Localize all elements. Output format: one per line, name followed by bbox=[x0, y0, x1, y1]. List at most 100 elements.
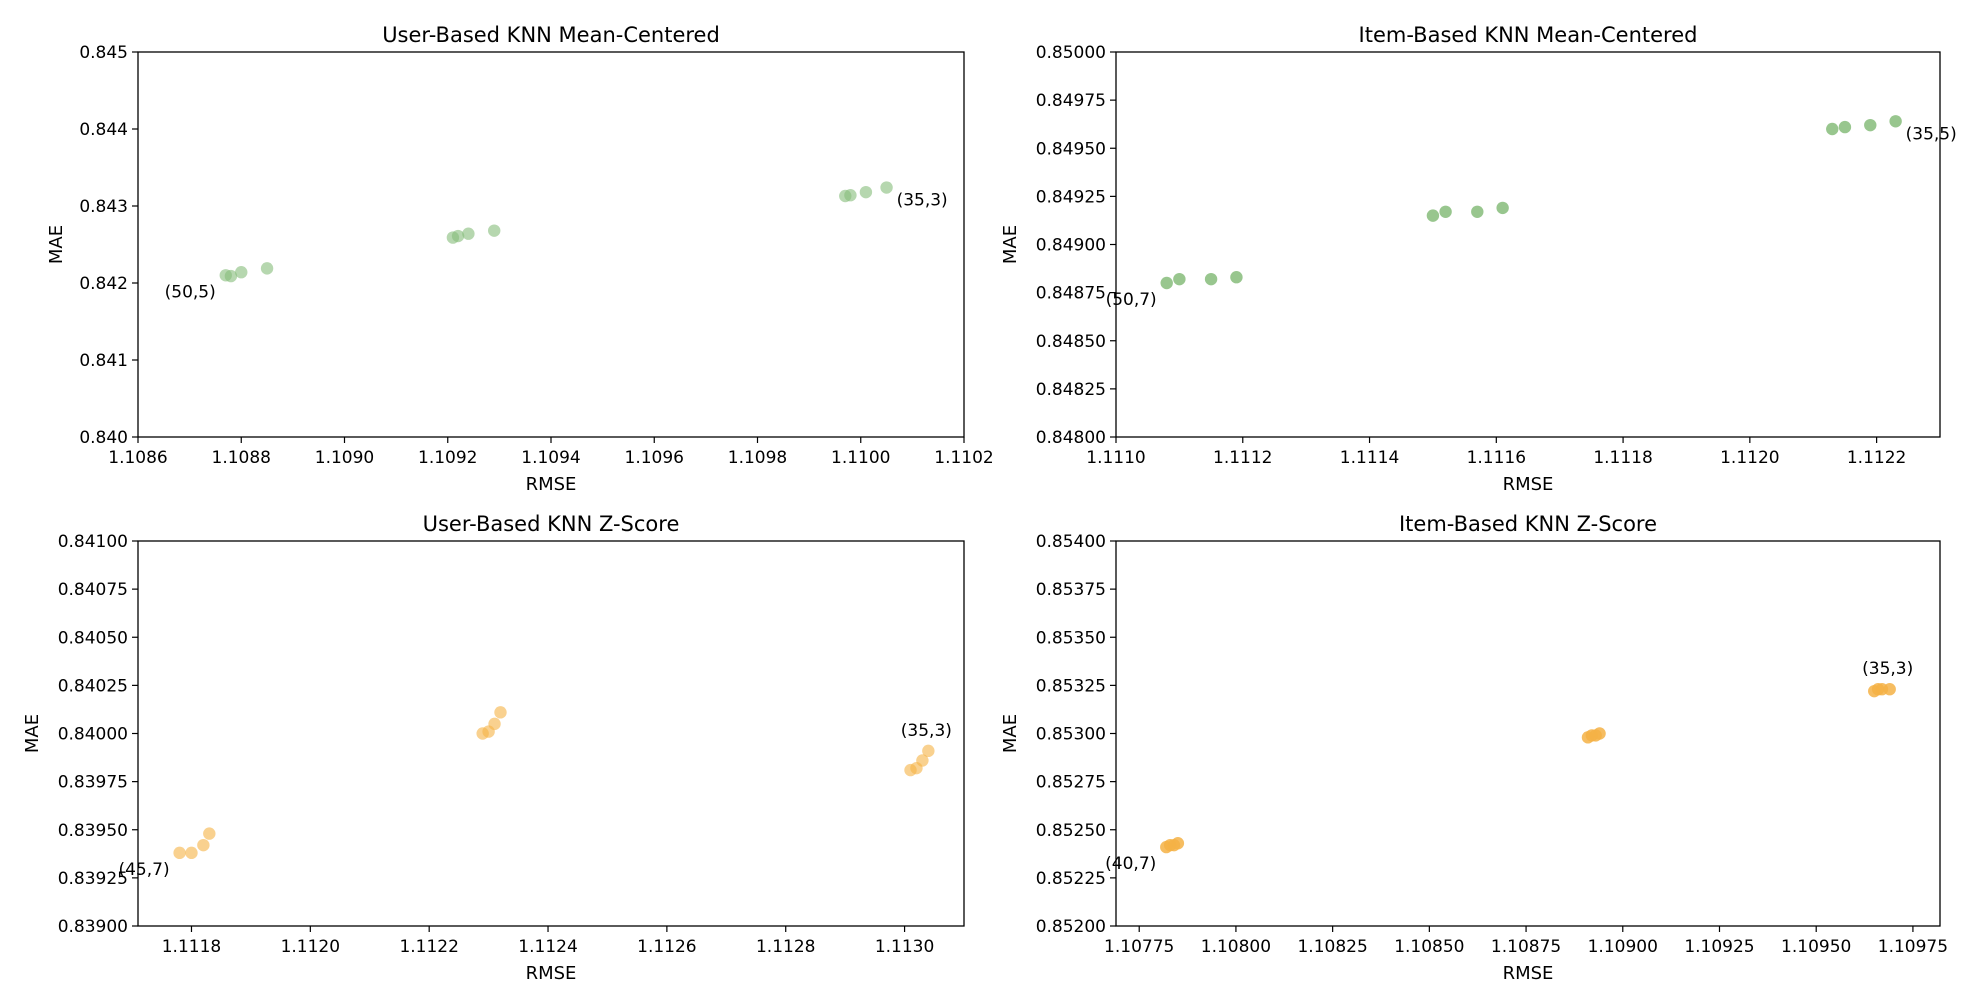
chart-panel-4: Item-Based KNN Z-Score 1.10775 1.10800 1.10… bbox=[1000, 512, 1948, 984]
data-point bbox=[462, 227, 475, 240]
data-point bbox=[494, 706, 507, 719]
x-tick-label: 1.1094 bbox=[521, 448, 580, 468]
point-annotation: (35,3) bbox=[897, 191, 948, 211]
x-tick-label: 1.1120 bbox=[1720, 448, 1779, 468]
y-tick-label: 0.84975 bbox=[1036, 91, 1106, 111]
data-point bbox=[488, 224, 501, 237]
data-point bbox=[1471, 205, 1484, 218]
y-tick-label: 0.842 bbox=[79, 274, 128, 294]
y-tick-label: 0.85250 bbox=[1036, 821, 1106, 841]
y-axis-label: MAE bbox=[1000, 225, 1021, 264]
data-point bbox=[1173, 272, 1186, 286]
data-point bbox=[203, 827, 216, 840]
x-tick-label: 1.10775 bbox=[1104, 937, 1174, 957]
y-tick-label: 0.84950 bbox=[1036, 139, 1106, 159]
x-tick-label: 1.1096 bbox=[625, 448, 684, 468]
x-tick-label: 1.10900 bbox=[1588, 937, 1658, 957]
chart-panel-1: User-Based KNN Mean-Centered 1.1086 1.1088… bbox=[46, 23, 994, 495]
data-point bbox=[488, 717, 501, 731]
y-tick-label: 0.83900 bbox=[58, 917, 128, 937]
data-point bbox=[1883, 683, 1896, 696]
x-tick-label: 1.10950 bbox=[1781, 937, 1851, 957]
y-tick-label: 0.84825 bbox=[1036, 380, 1106, 400]
y-tick-label: 0.841 bbox=[79, 351, 128, 371]
data-point bbox=[1496, 201, 1509, 215]
x-tick-label: 1.1120 bbox=[281, 937, 340, 957]
data-point bbox=[1230, 271, 1243, 284]
y-tick-label: 0.84050 bbox=[58, 628, 128, 648]
chart-title: User-Based KNN Mean-Centered bbox=[382, 23, 720, 47]
data-point bbox=[880, 181, 893, 194]
data-point bbox=[1439, 205, 1452, 218]
y-axis-label: MAE bbox=[22, 714, 43, 753]
y-tick-label: 0.84800 bbox=[1036, 428, 1106, 448]
y-tick-label: 0.844 bbox=[79, 120, 128, 140]
data-point bbox=[916, 754, 929, 767]
point-annotation: (35,3) bbox=[901, 721, 952, 741]
data-point bbox=[1593, 727, 1606, 740]
point-annotation: (40,7) bbox=[1105, 854, 1156, 874]
data-point bbox=[1171, 837, 1185, 850]
data-point bbox=[185, 846, 198, 860]
y-tick-label: 0.84925 bbox=[1036, 187, 1106, 207]
x-tick-label: 1.10875 bbox=[1491, 937, 1561, 957]
y-tick-label: 0.85200 bbox=[1036, 917, 1106, 937]
data-point bbox=[1838, 120, 1852, 134]
plot-frame bbox=[1115, 540, 1941, 927]
y-tick-label: 0.85350 bbox=[1036, 628, 1106, 648]
x-axis-label: RMSE bbox=[526, 963, 577, 984]
x-tick-label: 1.1092 bbox=[418, 448, 477, 468]
x-tick-label: 1.1118 bbox=[162, 937, 221, 957]
chart-title: Item-Based KNN Z-Score bbox=[1399, 512, 1657, 536]
data-point bbox=[260, 262, 274, 275]
y-tick-label: 0.83925 bbox=[58, 869, 128, 889]
y-tick-label: 0.85300 bbox=[1036, 725, 1106, 745]
x-tick-label: 1.1088 bbox=[212, 448, 271, 468]
chart-title: Item-Based KNN Mean-Centered bbox=[1359, 23, 1698, 47]
y-tick-label: 0.84000 bbox=[58, 725, 128, 745]
chart-panel-3: User-Based KNN Z-Score 1.1118 1.1120 1.1122… bbox=[22, 512, 965, 984]
y-tick-label: 0.85325 bbox=[1036, 676, 1106, 696]
x-axis-label: RMSE bbox=[526, 474, 577, 495]
x-tick-label: 1.1112 bbox=[1213, 448, 1272, 468]
y-tick-label: 0.84875 bbox=[1036, 284, 1106, 304]
x-tick-label: 1.1118 bbox=[1593, 448, 1652, 468]
data-point bbox=[173, 846, 186, 860]
data-point bbox=[922, 744, 935, 758]
y-axis-label: MAE bbox=[1000, 714, 1021, 753]
y-tick-label: 0.84075 bbox=[58, 580, 128, 600]
x-tick-label: 1.1110 bbox=[1086, 448, 1145, 468]
y-tick-label: 0.845 bbox=[79, 43, 128, 63]
x-tick-label: 1.1122 bbox=[399, 937, 458, 957]
x-tick-label: 1.10800 bbox=[1201, 937, 1271, 957]
y-tick-label: 0.85000 bbox=[1036, 43, 1106, 63]
x-tick-label: 1.1102 bbox=[934, 448, 993, 468]
x-tick-label: 1.1130 bbox=[875, 937, 934, 957]
y-tick-label: 0.84900 bbox=[1036, 236, 1106, 256]
plot-frame bbox=[137, 540, 965, 927]
data-point bbox=[1426, 209, 1440, 222]
x-tick-label: 1.10825 bbox=[1297, 937, 1367, 957]
x-tick-label: 1.1124 bbox=[518, 937, 577, 957]
x-tick-label: 1.1100 bbox=[831, 448, 890, 468]
y-tick-label: 0.843 bbox=[79, 197, 128, 217]
x-tick-label: 1.10925 bbox=[1684, 937, 1754, 957]
plot-frame bbox=[1115, 51, 1941, 438]
data-point bbox=[197, 838, 210, 852]
data-point bbox=[1864, 118, 1877, 132]
y-tick-label: 0.85375 bbox=[1036, 580, 1106, 600]
x-tick-label: 1.1128 bbox=[756, 937, 815, 957]
point-annotation: (35,3) bbox=[1862, 659, 1913, 679]
x-tick-label: 1.10850 bbox=[1394, 937, 1464, 957]
plot-frame bbox=[137, 51, 965, 438]
data-point bbox=[1160, 276, 1173, 290]
x-tick-label: 1.1086 bbox=[108, 448, 167, 468]
y-tick-label: 0.83950 bbox=[58, 821, 128, 841]
data-point bbox=[1204, 272, 1218, 286]
point-annotation: (50,5) bbox=[165, 282, 216, 302]
x-tick-label: 1.1090 bbox=[315, 448, 374, 468]
y-tick-label: 0.85225 bbox=[1036, 869, 1106, 889]
data-point bbox=[451, 229, 465, 243]
data-point bbox=[1889, 115, 1902, 128]
